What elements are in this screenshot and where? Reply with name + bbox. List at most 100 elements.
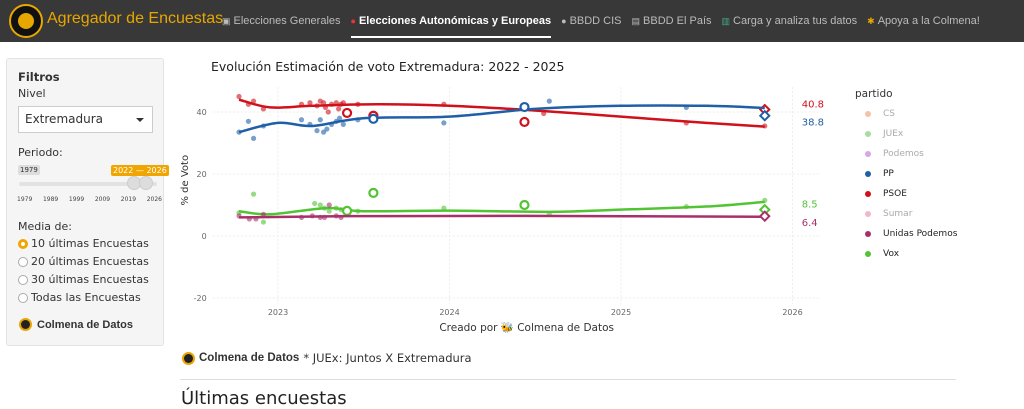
legend-item[interactable]: Podemos [855, 144, 957, 164]
navbar: Agregador de Encuestas ▣ Elecciones Gener… [0, 0, 1024, 42]
y-tick-label: 40 [197, 108, 207, 117]
legend-title: partido [855, 88, 893, 100]
legend-marker [865, 191, 871, 197]
bee-icon: ✱ [867, 15, 875, 26]
periodo-slider-track[interactable] [19, 182, 157, 186]
data-point-psoe [325, 109, 331, 115]
data-point-pp [441, 120, 447, 126]
average-marker [519, 101, 530, 113]
trend-line-unidas-podemos [238, 214, 765, 219]
x-tick-label: 2026 [782, 308, 802, 317]
chart-title: Evolución Estimación de voto Extremadura… [211, 59, 565, 74]
data-point-unidas-podemos [326, 202, 332, 208]
data-point-psoe [236, 93, 242, 100]
data-point-pp [336, 115, 343, 121]
average-marker [368, 187, 379, 199]
legend-marker [865, 171, 871, 177]
chart-legend: partido CS JUEx Podemos PP PSOE Sumar Unidas P… [855, 88, 957, 264]
legend-marker [865, 211, 871, 217]
legend-item[interactable]: Unidas Podemos [855, 224, 957, 244]
data-point-pp [320, 129, 327, 135]
colmena-logo[interactable] [9, 4, 43, 38]
average-marker [368, 113, 379, 124]
data-point-pp [546, 98, 552, 104]
nav-carga-datos[interactable]: ▥ Carga y analiza tus datos [721, 15, 858, 27]
nav-bbdd-el-pais[interactable]: ▤ BBDD El País [631, 15, 712, 27]
legend-item[interactable]: Sumar [855, 204, 957, 224]
nav-bbdd-cis[interactable]: ● BBDD CIS [561, 15, 622, 27]
colmena-logo-icon [19, 318, 32, 331]
x-tick-label: 2024 [439, 308, 459, 317]
filters-panel: Filtros Nivel Extremadura Periodo: 1979 … [6, 58, 169, 346]
periodo-label: Periodo: [18, 146, 63, 159]
y-axis-label: % de Voto [180, 155, 191, 206]
vote-chart: -20 0 20 40 2023 2024 2025 2026 Creado por 🐝 Col… [180, 87, 824, 334]
data-point-pp [298, 117, 305, 123]
legend-item[interactable]: JUEx [855, 124, 957, 144]
media-label: Media de: [18, 220, 72, 233]
nav-elecciones-autonomicas[interactable]: ● Elecciones Autonómicas y Europeas [350, 15, 552, 38]
data-point-unidas-podemos [260, 211, 267, 217]
legend-item[interactable]: PSOE [855, 184, 957, 204]
ballot-box-icon: ▣ [222, 15, 231, 26]
average-marker [519, 199, 530, 211]
legend-item[interactable]: PP [855, 164, 957, 184]
floppy-icon: ▤ [631, 15, 641, 26]
x-axis-label: Creado por 🐝 Colmena de Datos [439, 321, 614, 334]
bar-chart-icon: ▥ [721, 15, 731, 26]
pin-icon: ● [350, 16, 356, 26]
legend-marker [865, 111, 871, 117]
data-point-pp [340, 121, 346, 127]
radio-10-ultimas[interactable]: 10 últimas Encuestas [18, 237, 149, 250]
legend-item[interactable]: Vox [855, 244, 957, 264]
x-tick-label: 2023 [268, 308, 288, 317]
estimate-label: 38.8 [802, 118, 824, 129]
data-point-psoe [336, 106, 342, 112]
nivel-select[interactable]: Extremadura [18, 106, 153, 133]
section-title: Últimas encuestas [181, 388, 347, 409]
legend-marker [865, 251, 871, 257]
estimate-label: 8.5 [802, 200, 818, 211]
data-point-pp [245, 118, 251, 124]
estimate-label: 40.8 [802, 100, 824, 111]
filters-title: Filtros [18, 70, 60, 84]
colmena-brand: Colmena de Datos [19, 318, 133, 331]
nav-elecciones-generales[interactable]: ▣ Elecciones Generales [222, 15, 341, 27]
y-tick-label: 0 [202, 232, 207, 241]
data-point-vox [312, 200, 318, 207]
nav-apoya-colmena[interactable]: ✱ Apoya a la Colmena! [867, 15, 980, 27]
radio-todas[interactable]: Todas las Encuestas [18, 291, 141, 304]
trend-line-psoe [238, 98, 765, 128]
average-marker [341, 205, 353, 216]
data-point-psoe [320, 100, 327, 106]
slider-ticks: 1979 1989 1999 2009 2019 2026 [17, 196, 162, 203]
data-point-psoe [307, 100, 313, 106]
trend-line-vox [238, 200, 765, 216]
data-point-vox [250, 191, 257, 197]
nav-list: ▣ Elecciones Generales ● Elecciones Autonó… [222, 0, 980, 42]
brand-title[interactable]: Agregador de Encuestas [47, 10, 224, 27]
data-point-pp [324, 126, 330, 132]
caret-down-icon [136, 118, 144, 122]
legend-item[interactable]: CS [855, 104, 957, 124]
data-point-pp [250, 135, 257, 141]
colmena-logo-icon [182, 351, 195, 365]
estimate-diamond [758, 109, 771, 122]
legend-marker [865, 131, 871, 137]
average-marker [519, 116, 530, 128]
slider-handle-to[interactable] [139, 176, 153, 190]
y-tick-label: 20 [197, 170, 207, 179]
data-point-vox [260, 219, 267, 225]
data-point-pp [317, 117, 323, 123]
y-tick-label: -20 [194, 294, 207, 303]
legend-marker [865, 231, 871, 237]
estimate-diamond [758, 210, 771, 223]
footer-note: Colmena de Datos * JUEx: Juntos X Extrema… [182, 351, 472, 365]
data-point-vox [326, 208, 332, 214]
radio-20-ultimas[interactable]: 20 últimas Encuestas [18, 255, 149, 268]
slider-min-label: 1979 [18, 165, 40, 175]
average-marker [341, 107, 353, 119]
radio-30-ultimas[interactable]: 30 últimas Encuestas [18, 273, 149, 286]
data-point-pp [314, 128, 320, 134]
slider-range-label: 2022 — 2026 [111, 165, 169, 176]
